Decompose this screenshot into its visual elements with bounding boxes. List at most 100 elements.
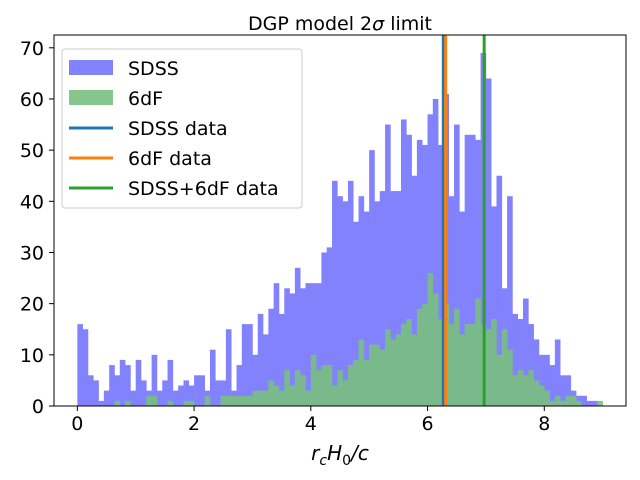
sdss-bar-2 — [87, 375, 94, 406]
6df-bar-59 — [390, 339, 396, 406]
sdss-bar-18 — [172, 390, 179, 406]
sdss-bar-74 — [469, 134, 476, 407]
sdss-bar-44 — [310, 283, 317, 406]
xlabel-r-subscript: c — [319, 453, 327, 469]
legend-label-6df-data: 6dF data — [128, 148, 212, 170]
6df-bar-60 — [395, 334, 402, 406]
sdss-bar-51 — [347, 180, 354, 406]
sdss-bar-67 — [432, 98, 439, 406]
sdss-bar-68 — [438, 145, 444, 406]
x-tick-label-2: 4 — [305, 413, 317, 435]
sdss-bar-34 — [257, 313, 264, 406]
sdss-bar-37 — [273, 283, 280, 406]
sdss-bar-85 — [528, 324, 534, 406]
sdss-bar-6 — [109, 365, 115, 406]
6df-bar-30 — [236, 395, 243, 406]
y-tick-label-7: 70 — [20, 38, 44, 60]
sdss-bar-96 — [586, 400, 593, 406]
sdss-bar-60 — [395, 191, 402, 406]
sdss-bar-82 — [512, 313, 519, 406]
legend-label-combined-data: SDSS+6dF data — [128, 178, 279, 200]
6df-bar-67 — [432, 293, 439, 406]
sdss-bar-79 — [496, 175, 503, 406]
xlabel-tail: /c — [349, 441, 369, 465]
6df-bar-56 — [374, 344, 381, 406]
sdss-bar-50 — [342, 201, 349, 406]
sdss-bar-95 — [581, 395, 587, 406]
sdss-bar-53 — [358, 196, 365, 406]
6df-bar-92 — [565, 395, 572, 406]
sdss-bar-64 — [416, 139, 423, 406]
sdss-bar-1 — [82, 329, 89, 406]
y-tick-label-5: 50 — [20, 140, 44, 162]
6df-bar-88 — [544, 390, 550, 406]
6df-bar-38 — [278, 390, 285, 406]
sdss-bar-40 — [289, 293, 296, 406]
6df-bar-58 — [385, 329, 391, 406]
sdss-bar-45 — [316, 283, 322, 406]
sdss-bar-61 — [400, 119, 407, 407]
sdss-bar-84 — [523, 298, 529, 406]
6df-bar-42 — [300, 375, 306, 406]
sdss-bar-22 — [194, 375, 200, 406]
xlabel-r: r — [311, 441, 321, 465]
sdss-bar-47 — [326, 247, 333, 406]
legend-swatch-6df — [69, 90, 113, 105]
6df-bar-13 — [146, 395, 152, 406]
sdss-bar-19 — [178, 385, 184, 406]
6df-bar-79 — [496, 354, 503, 406]
sdss-bar-14 — [151, 354, 158, 406]
6df-bar-44 — [310, 354, 317, 406]
sdss-bar-70 — [448, 196, 455, 406]
sdss-bar-4 — [98, 400, 105, 406]
y-tick-label-2: 20 — [20, 294, 44, 316]
x-tick-label-4: 8 — [538, 413, 550, 435]
sdss-bar-20 — [183, 380, 190, 406]
6df-bar-84 — [523, 375, 529, 406]
6df-bar-29 — [231, 395, 237, 406]
sdss-bar-92 — [565, 375, 572, 406]
sdss-bar-25 — [209, 349, 216, 406]
sdss-bar-21 — [188, 385, 195, 406]
6df-bar-57 — [379, 349, 386, 406]
legend: SDSS 6dF SDSS data 6dF data SDSS+6dF dat… — [61, 48, 303, 209]
sdss-bar-39 — [284, 288, 290, 406]
x-tick-label-1: 2 — [188, 413, 200, 435]
6df-bar-74 — [469, 324, 476, 406]
sdss-bar-58 — [385, 124, 391, 407]
6df-bar-35 — [263, 390, 269, 406]
sdss-bar-23 — [199, 375, 205, 406]
sdss-bar-32 — [247, 324, 253, 406]
xlabel-h-subscript: 0 — [342, 453, 351, 469]
sdss-bar-5 — [103, 390, 110, 406]
y-tick-label-6: 60 — [20, 89, 44, 111]
sdss-bar-78 — [491, 206, 497, 406]
6df-bar-72 — [459, 334, 465, 406]
sdss-bar-66 — [427, 114, 434, 406]
sdss-bar-38 — [278, 313, 285, 406]
sdss-bar-86 — [533, 339, 540, 406]
6df-bar-55 — [369, 344, 375, 406]
6df-bar-34 — [257, 390, 264, 406]
sdss-bar-87 — [538, 354, 545, 406]
6df-bar-48 — [332, 385, 338, 406]
6df-bar-7 — [114, 400, 121, 406]
sdss-bar-77 — [485, 78, 492, 406]
y-tick-label-0: 0 — [32, 396, 44, 418]
sdss-bar-59 — [390, 191, 396, 406]
sdss-bar-49 — [337, 196, 343, 406]
sdss-bar-83 — [517, 319, 524, 406]
sdss-bar-62 — [406, 134, 412, 407]
sdss-bar-71 — [454, 124, 460, 407]
sdss-bar-8 — [119, 359, 126, 406]
6df-bar-90 — [554, 395, 561, 406]
sdss-bar-33 — [252, 354, 259, 406]
6df-bar-41 — [294, 370, 301, 406]
sdss-bar-15 — [156, 390, 163, 406]
sdss-bar-27 — [220, 380, 227, 406]
chart-title: DGP model 2σ limit — [248, 13, 432, 35]
legend-frame — [61, 48, 303, 209]
6df-bar-75 — [475, 298, 481, 406]
6df-bar-21 — [188, 400, 195, 406]
